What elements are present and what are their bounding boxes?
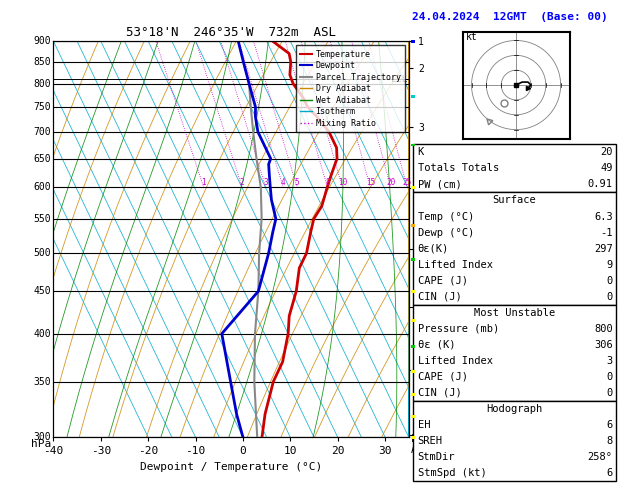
Text: 8: 8: [606, 436, 613, 446]
Text: 0.91: 0.91: [587, 179, 613, 190]
Text: 550: 550: [33, 214, 51, 224]
Text: 15: 15: [366, 178, 375, 188]
Text: SREH: SREH: [418, 436, 443, 446]
Text: 49: 49: [600, 163, 613, 174]
Text: © weatheronline.co.uk: © weatheronline.co.uk: [458, 473, 571, 482]
Text: 2: 2: [240, 178, 245, 188]
Text: Pressure (mb): Pressure (mb): [418, 324, 499, 334]
Text: CIN (J): CIN (J): [418, 388, 462, 398]
Text: 850: 850: [33, 57, 51, 67]
Text: 20: 20: [600, 147, 613, 157]
Text: 258°: 258°: [587, 452, 613, 462]
Text: 650: 650: [33, 154, 51, 164]
Text: 20: 20: [386, 178, 396, 188]
Text: Lifted Index: Lifted Index: [418, 260, 493, 270]
Text: 750: 750: [33, 102, 51, 112]
Text: 25: 25: [403, 178, 412, 188]
Text: 300: 300: [33, 433, 51, 442]
X-axis label: Dewpoint / Temperature (°C): Dewpoint / Temperature (°C): [140, 462, 322, 472]
Text: hPa: hPa: [31, 439, 51, 449]
Text: 0: 0: [606, 292, 613, 302]
Text: 3: 3: [606, 356, 613, 366]
Text: -1: -1: [600, 227, 613, 238]
Text: 6: 6: [606, 468, 613, 478]
Text: Most Unstable: Most Unstable: [474, 308, 555, 318]
Text: θε(K): θε(K): [418, 243, 449, 254]
Text: 800: 800: [594, 324, 613, 334]
Text: Lifted Index: Lifted Index: [418, 356, 493, 366]
Text: 0: 0: [606, 388, 613, 398]
Text: StmSpd (kt): StmSpd (kt): [418, 468, 486, 478]
Text: 10: 10: [338, 178, 347, 188]
Y-axis label: Mixing Ratio (g/kg): Mixing Ratio (g/kg): [428, 184, 438, 295]
Text: Dewp (°C): Dewp (°C): [418, 227, 474, 238]
Text: Surface: Surface: [493, 195, 537, 206]
Text: EH: EH: [418, 420, 430, 430]
Text: 9: 9: [606, 260, 613, 270]
Text: 0: 0: [606, 276, 613, 286]
Text: km
ASL: km ASL: [411, 434, 429, 455]
Text: 800: 800: [33, 79, 51, 89]
Text: PW (cm): PW (cm): [418, 179, 462, 190]
Text: K: K: [418, 147, 424, 157]
Text: 306: 306: [594, 340, 613, 350]
Text: Hodograph: Hodograph: [486, 404, 543, 414]
Text: 24.04.2024  12GMT  (Base: 00): 24.04.2024 12GMT (Base: 00): [411, 12, 608, 22]
Text: 450: 450: [33, 286, 51, 296]
Text: 350: 350: [33, 377, 51, 387]
Text: 5: 5: [295, 178, 299, 188]
Text: CAPE (J): CAPE (J): [418, 372, 467, 382]
Text: StmDir: StmDir: [418, 452, 455, 462]
Text: 700: 700: [33, 127, 51, 137]
Text: CIN (J): CIN (J): [418, 292, 462, 302]
Text: CAPE (J): CAPE (J): [418, 276, 467, 286]
Text: Totals Totals: Totals Totals: [418, 163, 499, 174]
Text: 6.3: 6.3: [594, 211, 613, 222]
Text: 3: 3: [264, 178, 268, 188]
Text: kt: kt: [465, 33, 477, 42]
Text: 500: 500: [33, 248, 51, 258]
Legend: Temperature, Dewpoint, Parcel Trajectory, Dry Adiabat, Wet Adiabat, Isotherm, Mi: Temperature, Dewpoint, Parcel Trajectory…: [296, 46, 404, 132]
Text: 0: 0: [606, 372, 613, 382]
Text: 297: 297: [594, 243, 613, 254]
Text: 600: 600: [33, 183, 51, 192]
Text: Temp (°C): Temp (°C): [418, 211, 474, 222]
Title: 53°18'N  246°35'W  732m  ASL: 53°18'N 246°35'W 732m ASL: [126, 26, 336, 39]
Text: LCL: LCL: [391, 75, 408, 84]
Text: 900: 900: [33, 36, 51, 46]
Text: 8: 8: [325, 178, 330, 188]
Text: 6: 6: [606, 420, 613, 430]
Text: θε (K): θε (K): [418, 340, 455, 350]
Text: 4: 4: [281, 178, 286, 188]
Text: 400: 400: [33, 329, 51, 339]
Text: 1: 1: [201, 178, 206, 188]
